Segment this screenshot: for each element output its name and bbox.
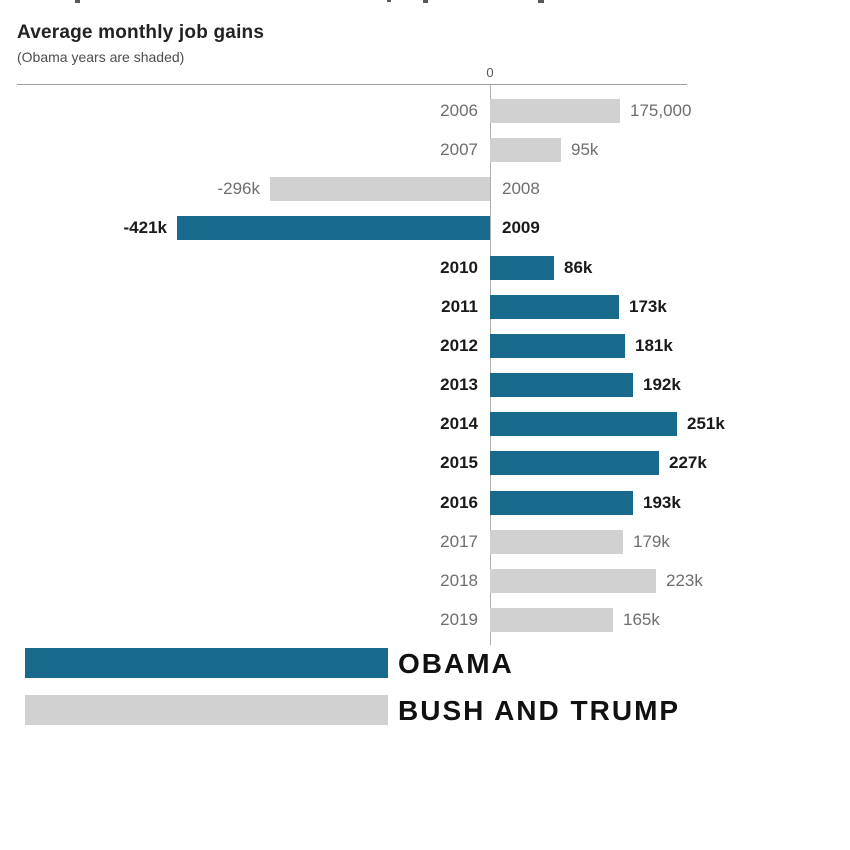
- bar-2008: [270, 177, 490, 201]
- value-label-2006: 175,000: [630, 101, 692, 120]
- value-label-2019: 165k: [623, 610, 660, 629]
- legend-swatch-obama: [25, 648, 388, 678]
- bar-2016: [490, 491, 633, 515]
- value-label-2012: 181k: [635, 336, 673, 355]
- year-label-2006: 2006: [440, 101, 478, 120]
- bar-2010: [490, 256, 554, 280]
- value-label-2014: 251k: [687, 414, 725, 433]
- year-label-2014: 2014: [440, 414, 478, 433]
- bar-2007: [490, 138, 561, 162]
- value-label-2010: 86k: [564, 258, 593, 277]
- chart-subtitle: (Obama years are shaded): [17, 49, 185, 65]
- legend-swatch-bush-trump: [25, 695, 388, 725]
- bar-2013: [490, 373, 633, 397]
- cropped-headline-remnant: [423, 0, 428, 3]
- year-label-2019: 2019: [440, 610, 478, 629]
- value-label-2015: 227k: [669, 453, 707, 472]
- bar-2011: [490, 295, 619, 319]
- legend-label-bush-trump: BUSH AND TRUMP: [398, 695, 681, 726]
- axis-zero-line: [490, 85, 491, 645]
- year-label-2009: 2009: [502, 218, 540, 237]
- year-label-2016: 2016: [440, 493, 478, 512]
- year-label-2007: 2007: [440, 140, 478, 159]
- cropped-headline-remnant: [387, 0, 391, 2]
- year-label-2010: 2010: [440, 258, 478, 277]
- value-label-2013: 192k: [643, 375, 681, 394]
- value-label-2008: -296k: [217, 179, 260, 198]
- year-label-2012: 2012: [440, 336, 478, 355]
- value-label-2016: 193k: [643, 493, 681, 512]
- bar-2009: [177, 216, 490, 240]
- bar-2017: [490, 530, 623, 554]
- bar-2015: [490, 451, 659, 475]
- year-label-2017: 2017: [440, 532, 478, 551]
- value-label-2011: 173k: [629, 297, 667, 316]
- year-label-2015: 2015: [440, 453, 478, 472]
- axis-zero-tick-label: 0: [486, 65, 494, 80]
- axis-top-line: [17, 84, 687, 85]
- value-label-2007: 95k: [571, 140, 599, 159]
- year-label-2011: 2011: [441, 297, 478, 316]
- year-label-2013: 2013: [440, 375, 478, 394]
- year-label-2018: 2018: [440, 571, 478, 590]
- value-label-2018: 223k: [666, 571, 703, 590]
- cropped-headline-remnant: [75, 0, 80, 3]
- bar-2006: [490, 99, 620, 123]
- value-label-2017: 179k: [633, 532, 670, 551]
- cropped-headline-remnant: [538, 0, 544, 3]
- chart-title: Average monthly job gains: [17, 22, 265, 43]
- value-label-2009: -421k: [123, 218, 167, 237]
- legend-label-obama: OBAMA: [398, 648, 514, 679]
- bar-2018: [490, 569, 656, 593]
- year-label-2008: 2008: [502, 179, 540, 198]
- bar-2019: [490, 608, 613, 632]
- bar-2012: [490, 334, 625, 358]
- bar-2014: [490, 412, 677, 436]
